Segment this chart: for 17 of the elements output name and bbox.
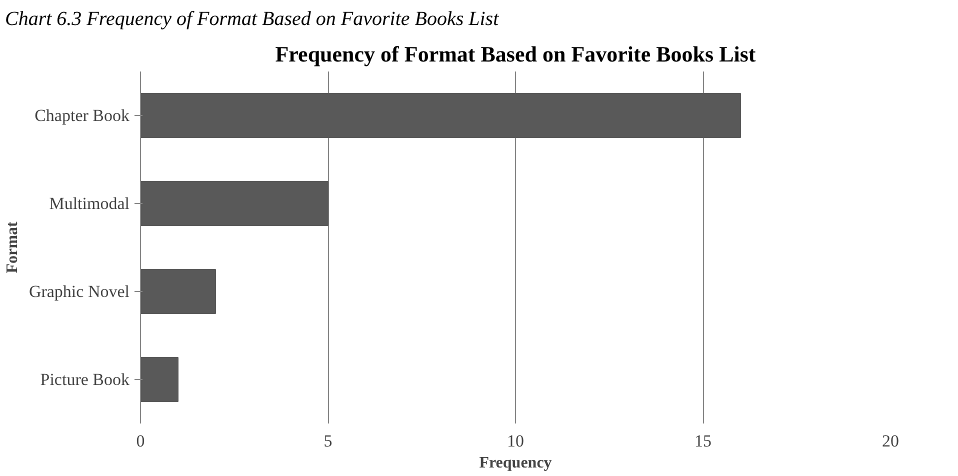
y-axis-title: Format — [4, 221, 21, 274]
x-tick-label: 20 — [882, 432, 899, 450]
caption: Chart 6.3 Frequency of Format Based on Favorite Books List — [5, 7, 499, 32]
bar — [140, 357, 178, 402]
x-tick-label: 15 — [694, 432, 712, 450]
bar — [140, 181, 328, 226]
x-tick-label: 10 — [507, 432, 524, 450]
y-tick-label: Graphic Novel — [28, 282, 130, 301]
x-tick-label: 5 — [324, 432, 332, 450]
bar — [140, 93, 741, 138]
y-tick-label: Multimodal — [49, 194, 130, 213]
x-tick-label: 0 — [136, 432, 145, 450]
chart-title: Frequency of Format Based on Favorite Books List — [275, 42, 756, 66]
y-tick-label: Picture Book — [40, 370, 130, 389]
bar — [140, 269, 216, 314]
x-axis-title: Frequency — [479, 454, 552, 472]
y-tick-label: Chapter Book — [34, 106, 130, 125]
